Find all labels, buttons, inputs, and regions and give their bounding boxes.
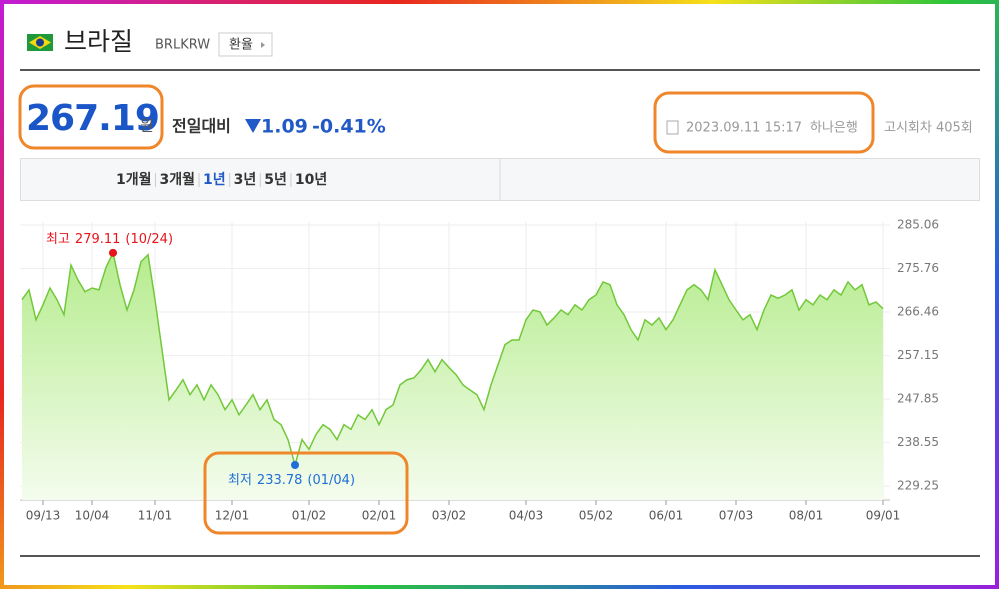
unit: 원 bbox=[140, 117, 154, 135]
y-tick-label: 257.15 bbox=[897, 348, 939, 362]
x-tick-label: 08/01 bbox=[789, 509, 824, 523]
tab[interactable]: 3년 bbox=[234, 172, 257, 188]
x-tick-label: 02/01 bbox=[362, 509, 397, 523]
tab[interactable]: 3개월 bbox=[160, 171, 196, 188]
button-label[interactable]: 환율 bbox=[229, 38, 253, 53]
x-tick-label: 12/01 bbox=[215, 509, 250, 523]
extreme-point bbox=[109, 248, 117, 257]
x-tick-label: 11/01 bbox=[138, 509, 173, 523]
annotation-text: 최저 bbox=[228, 472, 252, 487]
annotation-date: (01/04) bbox=[307, 472, 355, 487]
annotation-text: 최고 bbox=[46, 231, 70, 246]
y-tick-label: 275.76 bbox=[897, 261, 939, 275]
x-tick-label: 10/04 bbox=[75, 509, 110, 523]
x-tick-label: 09/01 bbox=[866, 509, 901, 523]
y-tick-label: 285.06 bbox=[897, 217, 939, 231]
tab[interactable]: 5년 bbox=[264, 172, 287, 188]
tab[interactable]: 1년 bbox=[203, 172, 226, 188]
annotation-date: (10/24) bbox=[125, 231, 173, 246]
line bbox=[21, 250, 884, 468]
annotation-value: 233.78 bbox=[257, 472, 303, 487]
y-tick-label: 238.55 bbox=[897, 435, 939, 449]
x-tick-label: 07/03 bbox=[719, 509, 754, 523]
change: 1.09 bbox=[261, 116, 308, 138]
y-tick-label: 229.25 bbox=[897, 479, 939, 493]
price: 267.19 bbox=[26, 98, 159, 139]
area bbox=[22, 252, 883, 500]
y-tick-label: 247.85 bbox=[897, 392, 939, 406]
x-tick-label: 04/03 bbox=[509, 509, 544, 523]
annotation: 최저 233.78 (01/04) bbox=[228, 472, 355, 487]
extreme-point bbox=[291, 460, 299, 469]
x-tick-label: 09/13 bbox=[26, 509, 61, 523]
annotation: 최고 279.11 (10/24) bbox=[46, 231, 173, 246]
code: BRLKRW bbox=[155, 38, 210, 53]
y-tick-label: 266.46 bbox=[897, 305, 939, 319]
compare-label: 전일대비 bbox=[172, 117, 231, 136]
date: 2023.09.11 15:17 bbox=[686, 121, 802, 136]
flag bbox=[27, 34, 53, 51]
change-pct: -0.41% bbox=[312, 116, 386, 138]
round: 고시회차 405회 bbox=[884, 121, 973, 136]
highlights bbox=[18, 84, 875, 535]
tab[interactable]: 10년 bbox=[295, 172, 327, 188]
x-tick-label: 06/01 bbox=[649, 509, 684, 523]
x-tick-label: 01/02 bbox=[292, 509, 327, 523]
button[interactable] bbox=[218, 32, 273, 57]
page: 브라질 BRLKRW 환율 267.19 원 전일대비 1.09 -0.41% … bbox=[4, 4, 995, 585]
x-tick-label: 03/02 bbox=[432, 509, 467, 523]
tab[interactable]: 1개월 bbox=[116, 171, 152, 188]
title: 브라질 bbox=[64, 27, 133, 56]
bank: 하나은행 bbox=[810, 120, 858, 136]
annotation-value: 279.11 bbox=[75, 231, 121, 246]
x-tick-label: 05/02 bbox=[579, 509, 614, 523]
